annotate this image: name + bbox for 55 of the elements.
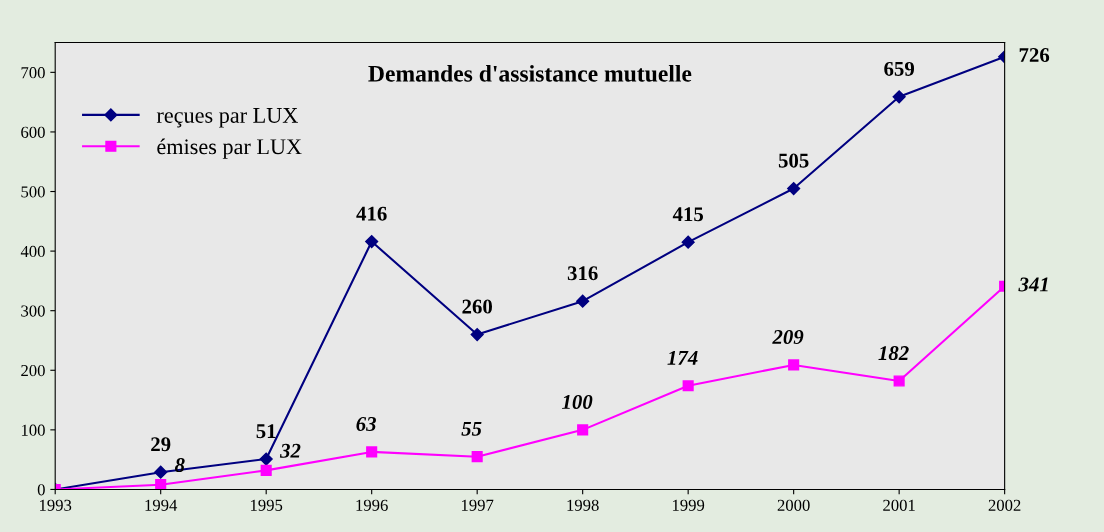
point bbox=[259, 452, 273, 466]
x-tick-label: 2000 bbox=[777, 499, 810, 511]
y-tick-label: 0 bbox=[37, 484, 45, 496]
text: Demandes d'assistance mutuelle bbox=[368, 65, 692, 82]
point bbox=[471, 451, 483, 463]
point bbox=[682, 380, 694, 392]
data-label: 316 bbox=[567, 266, 598, 281]
x-tick-label: 2001 bbox=[883, 499, 915, 511]
point bbox=[577, 424, 589, 436]
data-label: 209 bbox=[772, 329, 804, 345]
point bbox=[154, 465, 168, 479]
data-label: 505 bbox=[778, 153, 809, 168]
x-tick-label: 1993 bbox=[40, 499, 72, 511]
point bbox=[470, 327, 484, 342]
point bbox=[681, 235, 695, 249]
data-label: 416 bbox=[356, 206, 387, 221]
point bbox=[788, 359, 800, 371]
x-tick-label: 1995 bbox=[250, 499, 283, 511]
y-tick-label: 500 bbox=[21, 186, 45, 198]
point bbox=[576, 294, 590, 308]
point bbox=[787, 181, 801, 196]
x-tick-label: 1999 bbox=[672, 499, 705, 511]
y-tick-label: 100 bbox=[21, 424, 45, 436]
data-label: 63 bbox=[356, 417, 376, 431]
point bbox=[366, 446, 378, 458]
legend-label: émises par LUX bbox=[157, 138, 302, 159]
data-label: 29 bbox=[151, 437, 171, 452]
data-label: 182 bbox=[878, 346, 909, 361]
point bbox=[892, 90, 906, 104]
y-tick-label: 600 bbox=[21, 126, 45, 138]
data-label: 8 bbox=[174, 458, 185, 473]
x-tick-label: 1994 bbox=[145, 499, 178, 511]
data-label: 726 bbox=[1019, 48, 1050, 63]
point bbox=[893, 375, 905, 387]
data-label: 51 bbox=[256, 424, 276, 439]
data-label: 341 bbox=[1018, 277, 1048, 292]
legend-label: reçues par LUX bbox=[156, 108, 298, 128]
data-label: 659 bbox=[884, 61, 915, 76]
y-tick-label: 200 bbox=[21, 364, 45, 377]
data-label: 32 bbox=[279, 443, 301, 458]
x-tick-label: 1997 bbox=[461, 499, 494, 511]
y-tick-label: 700 bbox=[21, 67, 45, 79]
point bbox=[260, 464, 272, 476]
x-tick-label: 1996 bbox=[356, 499, 388, 511]
data-label: 100 bbox=[561, 394, 593, 409]
data-label: 415 bbox=[672, 207, 704, 222]
point bbox=[365, 234, 379, 249]
x-tick-label: 2002 bbox=[988, 499, 1021, 511]
data-label: 55 bbox=[461, 421, 482, 436]
data-label: 174 bbox=[667, 350, 698, 365]
y-tick-label: 400 bbox=[20, 245, 45, 258]
y-tick-label: 300 bbox=[21, 305, 45, 317]
data-label: 260 bbox=[462, 299, 492, 314]
x-tick-label: 1998 bbox=[567, 499, 599, 511]
point bbox=[155, 479, 167, 490]
